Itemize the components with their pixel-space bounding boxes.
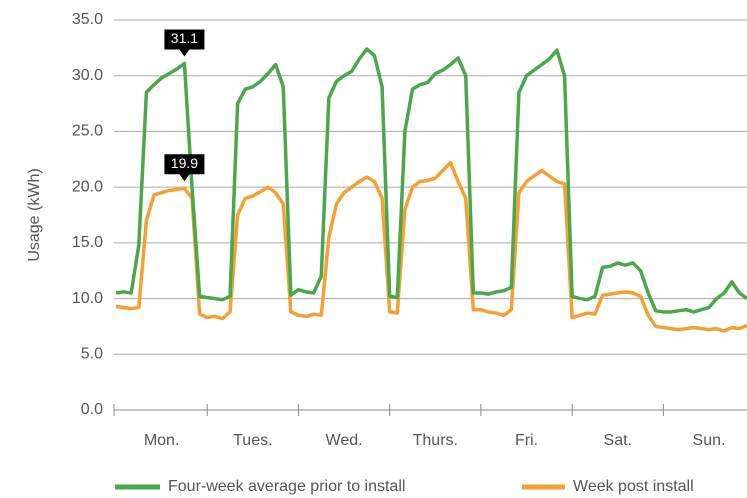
annotation-box — [164, 154, 205, 182]
x-tick-label: Sat. — [604, 432, 632, 449]
x-tick-label: Thurs. — [413, 432, 458, 449]
x-tick-label: Wed. — [326, 432, 363, 449]
x-tick-label: Fri. — [515, 432, 538, 449]
y-tick-label: 5.0 — [81, 346, 103, 363]
series-line — [115, 47, 747, 314]
y-tick-label: 20.0 — [72, 178, 103, 195]
annotation-label: 19.9 — [171, 155, 198, 171]
series-line — [115, 160, 747, 333]
legend-label: Four-week average prior to install — [168, 478, 405, 495]
y-tick-label: 10.0 — [72, 290, 103, 307]
y-axis-label: Usage (kWh) — [26, 168, 43, 261]
y-tick-label: 35.0 — [72, 11, 103, 28]
y-tick-label: 25.0 — [72, 123, 103, 140]
x-tick-label: Mon. — [144, 432, 180, 449]
x-tick-label: Tues. — [233, 432, 272, 449]
y-tick-label: 0.0 — [81, 401, 103, 418]
y-tick-label: 30.0 — [72, 67, 103, 84]
annotation-box — [164, 29, 205, 57]
annotation-label: 31.1 — [171, 30, 198, 46]
y-tick-label: 15.0 — [72, 234, 103, 251]
legend-label: Week post install — [573, 478, 694, 495]
plot-area — [115, 47, 747, 333]
x-tick-label: Sun. — [693, 432, 726, 449]
